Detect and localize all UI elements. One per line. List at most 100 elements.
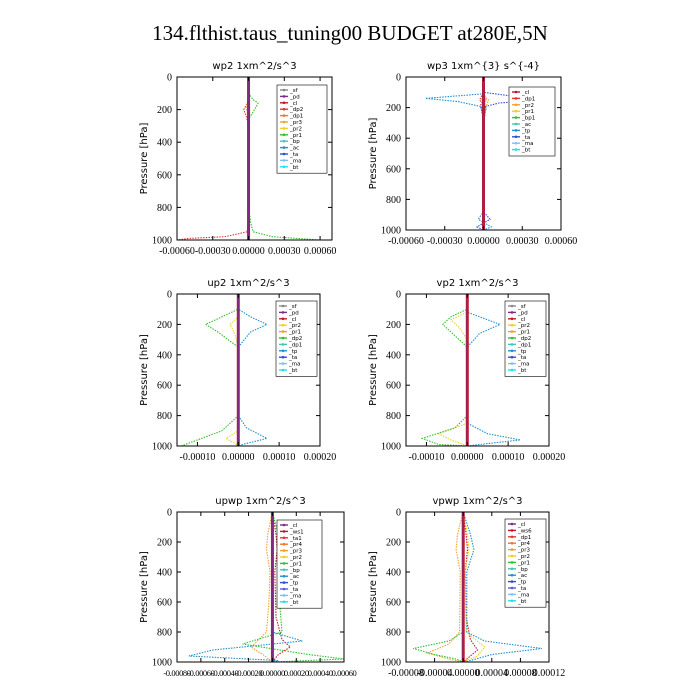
x-tick-label: 0.00030 bbox=[268, 246, 301, 257]
x-tick-label: 0.00060 bbox=[545, 236, 578, 247]
legend-entry: _tp bbox=[289, 581, 299, 587]
legend-entry: _pr2 bbox=[289, 126, 302, 132]
series-line-pr3 bbox=[250, 511, 273, 663]
legend-entry: _cl bbox=[517, 317, 526, 323]
x-tick-label: -0.00030 bbox=[427, 236, 463, 247]
legend-box bbox=[276, 84, 328, 174]
legend-marker bbox=[282, 536, 286, 540]
x-tick-label: 0.00040 bbox=[308, 668, 333, 678]
series-group bbox=[180, 294, 269, 447]
legend-entry: _bt bbox=[289, 165, 299, 171]
x-tick-label: 0.00010 bbox=[263, 452, 296, 463]
legend-marker bbox=[514, 141, 518, 145]
legend-marker bbox=[282, 120, 286, 124]
y-tick-label: 1000 bbox=[381, 226, 401, 237]
legend-marker bbox=[510, 336, 514, 340]
series-line-tp bbox=[425, 77, 493, 231]
x-tick-label: 0.00000 bbox=[232, 246, 265, 257]
legend-marker bbox=[282, 95, 286, 98]
legend-entry: _pr1 bbox=[517, 330, 530, 336]
x-tick-label: 0.00060 bbox=[304, 246, 337, 257]
legend-entry: _ta bbox=[517, 355, 526, 361]
y-tick-label: 600 bbox=[157, 598, 172, 609]
legend-marker bbox=[282, 107, 286, 111]
legend-marker bbox=[281, 330, 285, 333]
legend-marker bbox=[282, 555, 286, 559]
panel-5: upwp 1xm^2/s^3 Pressure [hPa] 0 200 400 600 80… bbox=[139, 496, 357, 678]
y-tick-label: 1000 bbox=[152, 658, 172, 669]
x-tick-label: 0.00000 bbox=[260, 668, 285, 678]
legend-entry: _dp1 bbox=[288, 342, 302, 348]
y-tick-label: 1000 bbox=[152, 442, 172, 453]
legend: _cl_ws6_dp1_pr4_pr3_pr2_pr1_bp_ac_tp_ta_… bbox=[504, 518, 547, 608]
plot-frame bbox=[176, 511, 345, 663]
x-tick-label: 0.00000 bbox=[451, 452, 484, 463]
legend-marker bbox=[514, 109, 518, 113]
legend-marker bbox=[282, 165, 286, 169]
legend-marker bbox=[510, 586, 514, 590]
legend-marker bbox=[281, 349, 285, 353]
legend-entry: _ta1 bbox=[289, 536, 302, 542]
legend-entry: _pr2 bbox=[288, 323, 301, 329]
series-line-dp2 bbox=[176, 77, 250, 241]
series-line-pr3 bbox=[425, 511, 464, 663]
legend-marker bbox=[514, 97, 518, 100]
legend-entry: _pr4 bbox=[289, 542, 303, 548]
legend-entry: _cl bbox=[288, 317, 297, 323]
legend-marker bbox=[282, 581, 286, 584]
legend-entry: _bt bbox=[288, 368, 298, 374]
legend-marker bbox=[510, 317, 514, 321]
y-tick-label: 200 bbox=[157, 538, 172, 549]
legend-marker bbox=[510, 349, 514, 353]
x-tick-label: 0.00008 bbox=[504, 668, 537, 679]
panel-title: wp3 1xm^{3} s^{-4} bbox=[427, 61, 540, 72]
series-line-pr2 bbox=[437, 294, 468, 447]
y-tick-label: 1000 bbox=[381, 442, 401, 453]
legend-marker bbox=[514, 129, 518, 132]
y-tick-label: 800 bbox=[157, 203, 172, 214]
legend: _cl_ws1_ta1_pr4_pr3_pr2_pr1_bp_ac_tp_ta_… bbox=[276, 519, 323, 609]
x-tick-label: 0.00020 bbox=[284, 668, 309, 678]
plot-frame bbox=[176, 76, 333, 241]
legend-entry: _ac bbox=[289, 146, 299, 152]
legend-entry: _ma bbox=[288, 362, 300, 368]
legend-marker bbox=[282, 159, 286, 162]
legend-marker bbox=[510, 311, 514, 314]
legend-marker bbox=[510, 561, 514, 564]
legend-marker bbox=[514, 116, 518, 119]
legend-marker bbox=[510, 580, 514, 583]
legend-entry: _bt bbox=[517, 368, 527, 374]
legend-marker bbox=[281, 336, 285, 340]
y-axis-label: Pressure [hPa] bbox=[368, 118, 379, 190]
x-tick-label: 0.00012 bbox=[533, 668, 566, 679]
x-tick-label: -0.00010 bbox=[409, 452, 445, 463]
y-tick-label: 800 bbox=[157, 628, 172, 639]
series-line-pr2 bbox=[462, 511, 486, 663]
x-tick-label: -0.00030 bbox=[195, 246, 231, 257]
y-tick-label: 600 bbox=[157, 170, 172, 181]
legend-marker bbox=[281, 317, 285, 321]
legend-entry: _pr1 bbox=[288, 330, 301, 336]
panel-title: upwp 1xm^2/s^3 bbox=[215, 496, 305, 507]
legend-entry: _ac bbox=[521, 122, 531, 128]
legend-entry: _ma bbox=[517, 362, 529, 368]
legend-entry: _cl bbox=[517, 522, 526, 528]
y-axis-label: Pressure [hPa] bbox=[139, 334, 150, 406]
legend-marker bbox=[282, 139, 286, 143]
legend-entry: _dp2 bbox=[289, 107, 303, 113]
legend-entry: _cl bbox=[289, 523, 298, 529]
y-tick-label: 0 bbox=[396, 73, 401, 84]
legend-marker bbox=[281, 323, 285, 327]
legend-entry: _cl bbox=[521, 90, 530, 96]
plot-frame bbox=[405, 293, 550, 447]
legend-marker bbox=[282, 133, 286, 137]
legend-marker bbox=[282, 568, 286, 572]
legend-entry: _pr2 bbox=[521, 103, 534, 109]
legend-entry: _tp bbox=[288, 349, 298, 355]
series-group bbox=[420, 294, 521, 447]
legend-entry: _sf bbox=[517, 304, 527, 310]
y-axis-label: Pressure [hPa] bbox=[368, 551, 379, 623]
y-tick-label: 0 bbox=[396, 290, 401, 301]
x-tick-label: 0.00004 bbox=[476, 668, 509, 679]
